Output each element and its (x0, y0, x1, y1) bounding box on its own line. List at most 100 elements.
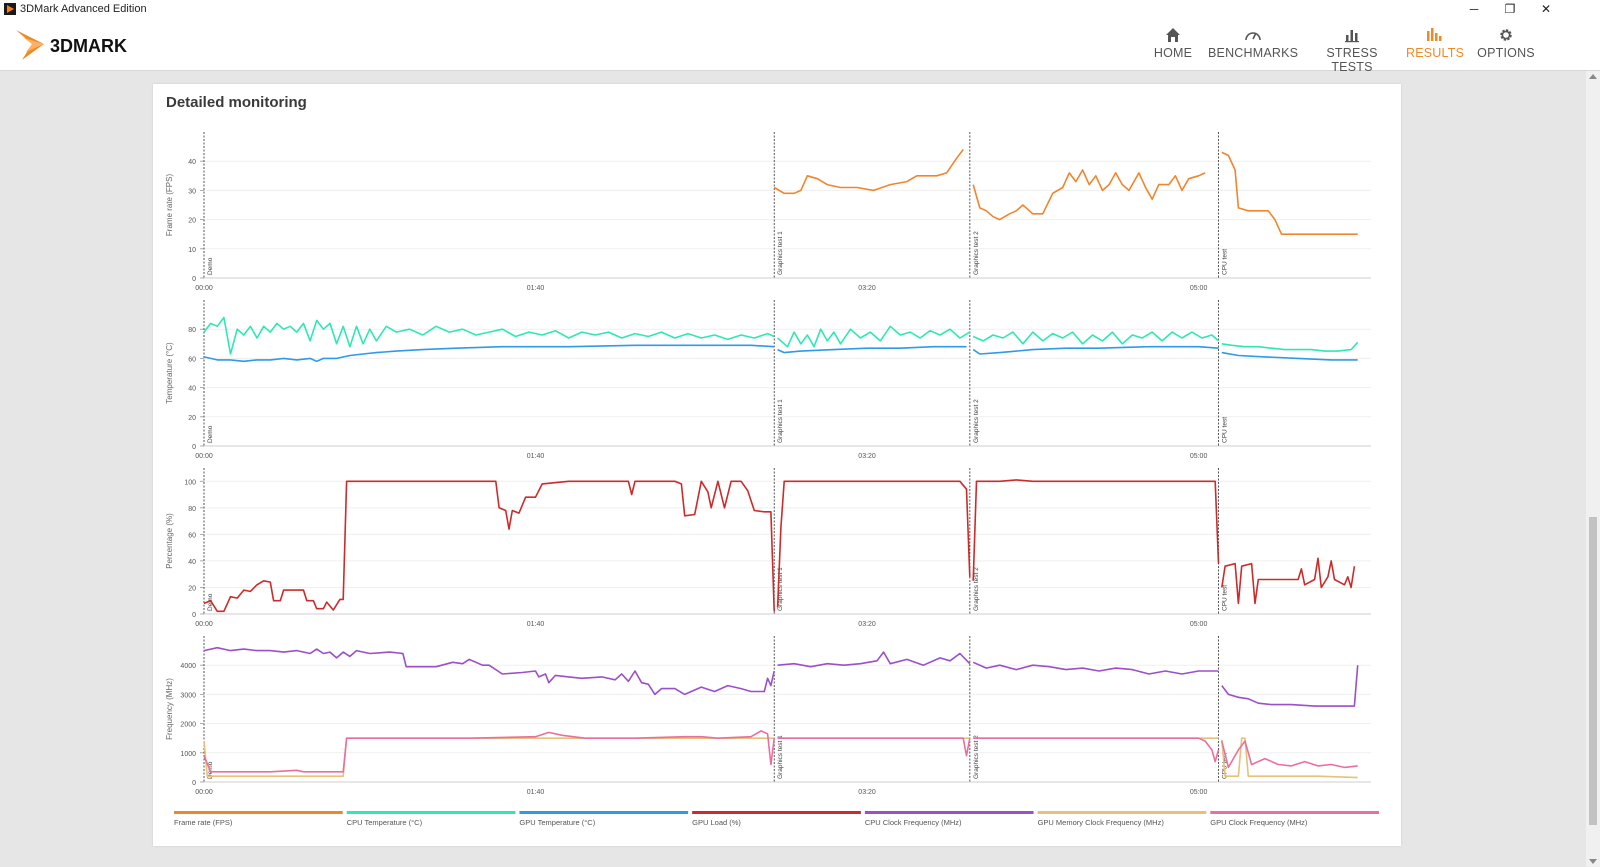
test-marker-label: Demo (207, 425, 214, 443)
series-line-gpu-clock (1221, 740, 1358, 769)
y-tick-label: 4000 (180, 663, 196, 670)
series-line-gpu-load (1221, 557, 1356, 605)
series-line-gpu-load (776, 480, 971, 608)
legend-label: Frame rate (FPS) (174, 818, 233, 827)
series-line-gpu-temp (777, 345, 967, 354)
nav-stress-tests[interactable]: STRESS TESTS (1310, 24, 1394, 74)
nav-home-label: HOME (1153, 46, 1193, 60)
x-tick-label: 00:00 (195, 453, 213, 460)
x-tick-label: 05:00 (1190, 621, 1208, 628)
3dmark-logo[interactable]: 3DMARK (14, 26, 184, 66)
x-tick-label: 03:20 (858, 621, 876, 628)
maximize-button[interactable]: ❐ (1504, 2, 1516, 16)
test-marker-label: CPU test (1221, 417, 1228, 443)
y-tick-label: 0 (192, 444, 196, 451)
nav-home[interactable]: HOME (1150, 24, 1196, 64)
y-tick-label: 60 (188, 356, 196, 363)
x-tick-label: 05:00 (1190, 453, 1208, 460)
series-line-cpu-clock (203, 646, 775, 696)
bar-chart-icon (1310, 24, 1394, 46)
nav-stress-tests-label: STRESS TESTS (1326, 46, 1378, 74)
legend-swatch (1210, 811, 1379, 814)
x-tick-label: 00:00 (195, 789, 213, 796)
y-axis-label: Percentage (%) (165, 513, 174, 569)
test-marker-label: Graphics test 2 (973, 399, 980, 443)
close-button[interactable]: ✕ (1540, 2, 1552, 16)
series-line-fps (1221, 151, 1358, 235)
series-line-gpu-mem-clock (1221, 737, 1358, 779)
x-tick-label: 05:00 (1190, 285, 1208, 292)
test-marker-label: Graphics test 2 (973, 735, 980, 779)
x-tick-label: 05:00 (1190, 789, 1208, 796)
detailed-monitoring-panel: Detailed monitoring 0 10 20 30 40 Frame rate … (153, 84, 1401, 846)
x-tick-label: 03:20 (858, 789, 876, 796)
chart-2: 0 20 40 60 80 Temperature (°C) 00:00 01:40 03:20… (165, 300, 1371, 460)
monitoring-charts: 0 10 20 30 40 Frame rate (FPS) 00:00 01:40 03:20… (165, 132, 1379, 827)
legend-label: CPU Temperature (°C) (347, 818, 423, 827)
logo-text: 3DMARK (50, 36, 127, 56)
legend-label: GPU Temperature (°C) (519, 818, 595, 827)
nav-results[interactable]: RESULTS (1406, 24, 1464, 64)
y-axis-label: Temperature (°C) (165, 342, 174, 404)
x-tick-label: 03:20 (858, 285, 876, 292)
test-marker-label: Graphics test 2 (973, 567, 980, 611)
legend-swatch (346, 811, 516, 814)
y-tick-label: 100 (184, 479, 196, 486)
series-line-gpu-load (203, 480, 775, 613)
nav-benchmarks[interactable]: BENCHMARKS (1208, 24, 1298, 64)
series-line-cpu-clock (1221, 665, 1359, 707)
legend-swatch (864, 811, 1034, 814)
gauge-icon (1208, 24, 1298, 46)
series-line-gpu-mem-clock (203, 737, 775, 778)
app-icon (4, 3, 16, 15)
series-line-gpu-clock (777, 737, 971, 757)
x-tick-label: 01:40 (527, 789, 545, 796)
test-marker-label: Demo (207, 257, 214, 275)
chart-1: 0 10 20 30 40 Frame rate (FPS) 00:00 01:40 03:20… (165, 132, 1371, 292)
nav-options[interactable]: OPTIONS (1474, 24, 1538, 64)
series-line-fps (773, 149, 964, 195)
test-marker-label: Demo (207, 593, 214, 611)
x-tick-label: 00:00 (195, 285, 213, 292)
y-tick-label: 0 (192, 612, 196, 619)
y-tick-label: 10 (188, 247, 196, 254)
nav-results-label: RESULTS (1406, 46, 1465, 60)
test-marker-label: Graphics test 1 (777, 399, 784, 443)
window-title: 3DMark Advanced Edition (20, 3, 147, 15)
series-line-gpu-temp (1221, 351, 1358, 361)
y-tick-label: 60 (188, 532, 196, 539)
x-tick-label: 01:40 (527, 453, 545, 460)
legend-label: CPU Clock Frequency (MHz) (865, 818, 962, 827)
scroll-up-icon[interactable] (1589, 74, 1597, 79)
test-marker-label: CPU test (1221, 753, 1228, 779)
x-tick-label: 03:20 (858, 453, 876, 460)
y-tick-label: 80 (188, 327, 196, 334)
y-tick-label: 20 (188, 415, 196, 422)
test-marker-label: Graphics test 1 (777, 231, 784, 275)
y-tick-label: 40 (188, 159, 196, 166)
y-tick-label: 3000 (180, 692, 196, 699)
nav-benchmarks-label: BENCHMARKS (1208, 46, 1299, 60)
scroll-down-icon[interactable] (1589, 859, 1597, 864)
legend-swatch (1037, 811, 1207, 814)
vertical-scrollbar[interactable] (1586, 71, 1600, 867)
minimize-button[interactable]: ─ (1469, 2, 1479, 16)
app-header: 3DMARK HOME BENCHMARKS STRESS TESTS RESU… (0, 18, 1600, 74)
y-axis-label: Frame rate (FPS) (165, 174, 174, 237)
series-line-gpu-load (972, 479, 1220, 581)
scrollbar-thumb[interactable] (1589, 517, 1597, 825)
series-line-gpu-clock (973, 737, 1220, 763)
y-tick-label: 0 (192, 780, 196, 787)
chart-4: 0 1000 2000 3000 4000 Frequency (MHz) 00:00 01:… (165, 636, 1371, 796)
series-line-gpu-temp (203, 344, 775, 363)
results-icon (1406, 24, 1464, 46)
y-tick-label: 30 (188, 188, 196, 195)
series-line-fps (972, 169, 1206, 221)
panel-title: Detailed monitoring (166, 94, 307, 111)
y-tick-label: 80 (188, 506, 196, 513)
y-tick-label: 1000 (180, 751, 196, 758)
y-tick-label: 40 (188, 386, 196, 393)
test-marker-label: Graphics test 1 (777, 735, 784, 779)
x-tick-label: 01:40 (527, 621, 545, 628)
chart-legend: Frame rate (FPS) CPU Temperature (°C) GPU … (174, 811, 1379, 827)
